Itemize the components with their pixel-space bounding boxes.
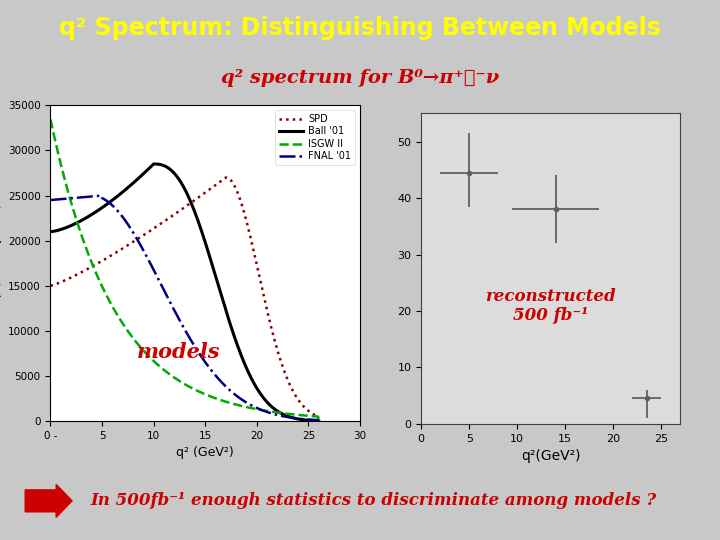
Text: q² spectrum for B⁰→π⁺ℓ⁻ν: q² spectrum for B⁰→π⁺ℓ⁻ν [221, 69, 499, 87]
FNAL '01 [176, 318, 184, 325]
Text: q² Spectrum: Distinguishing Between Models: q² Spectrum: Distinguishing Between Mode… [59, 16, 661, 40]
ISGW II [46, 116, 55, 123]
FNAL '01 [308, 416, 317, 423]
SPD [308, 410, 317, 417]
Text: reconstructed
500 fb⁻¹: reconstructed 500 fb⁻¹ [485, 288, 616, 324]
FNAL '01 [192, 346, 200, 352]
FNAL '01 [46, 197, 55, 203]
Ball '01 [308, 417, 317, 424]
FNAL '01 [174, 315, 183, 321]
SPD [175, 207, 184, 214]
Ball '01 [266, 403, 275, 409]
Ball '01 [176, 178, 184, 184]
X-axis label: q² (GeV²): q² (GeV²) [176, 447, 234, 460]
SPD [206, 186, 215, 192]
Line: ISGW II: ISGW II [50, 119, 319, 421]
Ball '01 [315, 418, 323, 424]
X-axis label: q²(GeV²): q²(GeV²) [521, 449, 580, 463]
FNAL '01 [97, 192, 106, 199]
SPD [174, 209, 182, 215]
Line: Ball '01: Ball '01 [50, 164, 319, 421]
Legend: SPD, Ball '01, ISGW II, FNAL '01: SPD, Ball '01, ISGW II, FNAL '01 [275, 110, 355, 165]
ISGW II [266, 408, 274, 415]
ISGW II [206, 393, 215, 400]
ISGW II [174, 377, 182, 383]
Line: SPD: SPD [50, 178, 319, 417]
Ball '01 [192, 212, 200, 219]
ISGW II [175, 378, 184, 384]
Y-axis label: dΓ/dq² (arbitrary units): dΓ/dq² (arbitrary units) [0, 204, 2, 323]
Ball '01 [46, 228, 55, 235]
Text: models: models [137, 342, 220, 362]
SPD [266, 323, 275, 329]
SPD [46, 282, 55, 289]
ISGW II [308, 413, 317, 420]
SPD [192, 196, 200, 202]
SPD [315, 414, 323, 420]
Ball '01 [207, 256, 215, 263]
Ball '01 [149, 161, 158, 167]
ISGW II [192, 387, 200, 393]
FNAL '01 [266, 410, 275, 416]
FNAL '01 [315, 418, 323, 424]
ISGW II [315, 418, 323, 424]
Line: FNAL '01: FNAL '01 [50, 195, 319, 421]
Ball '01 [174, 176, 183, 182]
FNAL '01 [207, 366, 215, 373]
SPD [222, 174, 230, 181]
Text: In 500fb⁻¹ enough statistics to discriminate among models ?: In 500fb⁻¹ enough statistics to discrimi… [90, 492, 656, 509]
FancyArrow shape [25, 484, 72, 517]
